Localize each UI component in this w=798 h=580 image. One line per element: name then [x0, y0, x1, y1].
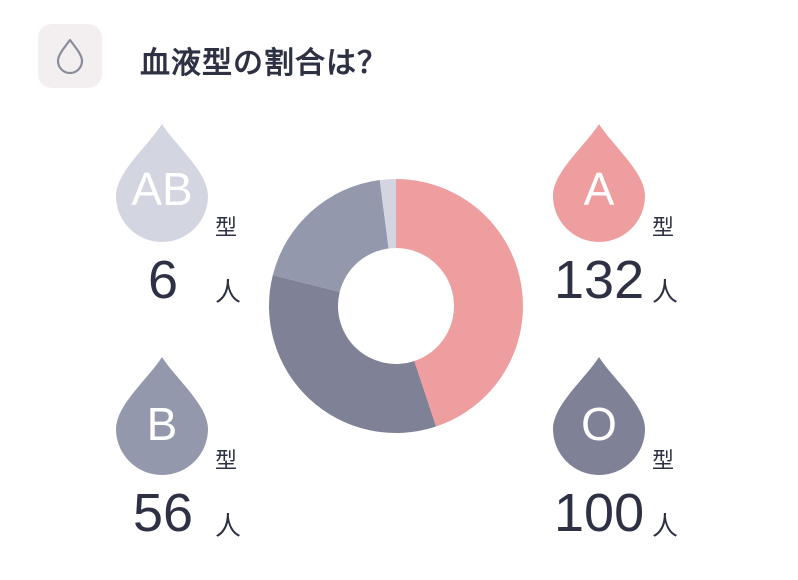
o-unit: 人: [652, 512, 679, 542]
ab-type-suffix: 型: [215, 216, 238, 241]
drop-b-label: B: [146, 398, 178, 450]
drop-b-icon: [116, 357, 208, 475]
donut-slice-ab: [379, 179, 396, 249]
blood-drop-icon: [56, 38, 84, 74]
drop-a-icon: [553, 124, 645, 242]
donut-slice-b: [272, 180, 389, 292]
donut-slice-a: [396, 179, 523, 427]
header-icon-tile: [38, 24, 102, 88]
b-unit: 人: [215, 512, 242, 542]
drop-ab-icon: [116, 124, 208, 242]
o-type-suffix: 型: [652, 449, 675, 474]
a-unit: 人: [652, 278, 679, 308]
ab-count: 6: [148, 250, 179, 310]
o-count: 100: [554, 483, 645, 543]
a-count: 132: [554, 250, 645, 310]
b-type-suffix: 型: [215, 449, 238, 474]
drop-a-label: A: [583, 163, 615, 215]
donut-slice-o: [269, 275, 437, 433]
page-title: 血液型の割合は？: [140, 46, 388, 81]
drop-o-icon: [553, 357, 645, 475]
b-count: 56: [133, 483, 194, 543]
a-type-suffix: 型: [652, 216, 675, 241]
drop-o-label: O: [581, 398, 617, 450]
drop-ab-label: AB: [131, 163, 193, 215]
ab-unit: 人: [215, 278, 242, 308]
